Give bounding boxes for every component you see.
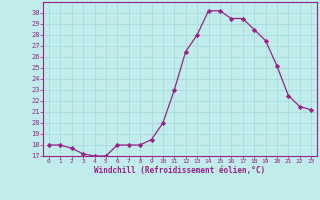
X-axis label: Windchill (Refroidissement éolien,°C): Windchill (Refroidissement éolien,°C)	[94, 166, 266, 175]
